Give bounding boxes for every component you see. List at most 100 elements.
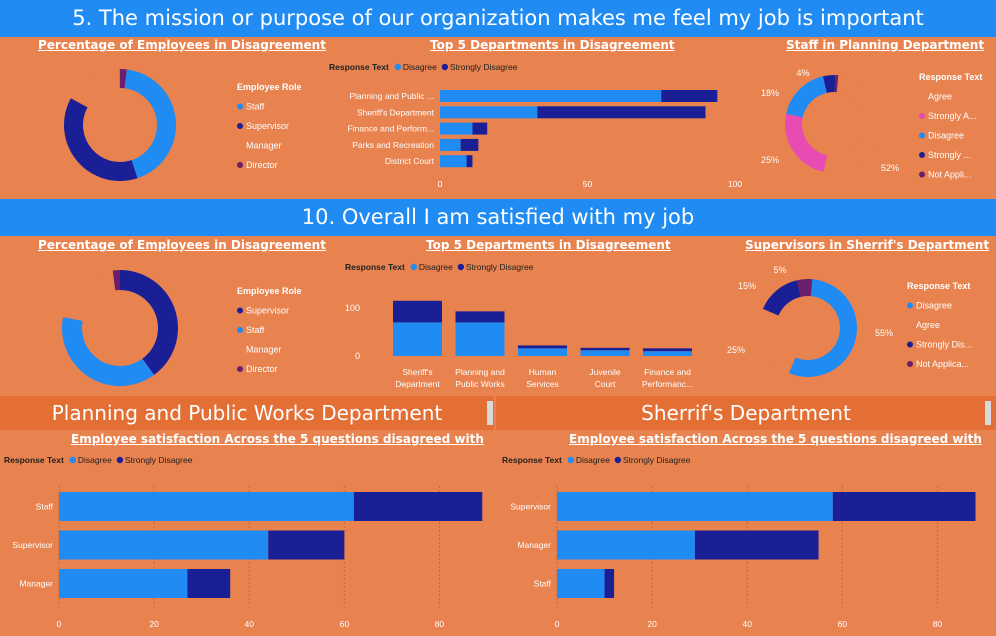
legend-item: Strongly Disagree (125, 455, 193, 465)
donut-data-label: 15% (738, 281, 756, 291)
legend-marker (919, 113, 925, 119)
bar-segment (460, 138, 479, 151)
bar-segment (466, 155, 473, 168)
sheriff-scrollbar[interactable] (985, 401, 991, 425)
section2-title: 10. Overall I am satisfied with my job (301, 205, 695, 229)
legend-item: Agree (916, 320, 940, 330)
donut-data-label: 5% (773, 265, 786, 275)
bar-segment (455, 311, 505, 323)
legend-marker (907, 322, 913, 328)
bar-segment (661, 90, 718, 102)
donut-slice (822, 74, 836, 93)
tick-label: 100 (345, 303, 360, 313)
donut-slice (70, 69, 120, 108)
legend-marker (907, 302, 913, 309)
donut-data-label: 25% (761, 155, 779, 165)
legend-title: Employee Role (237, 82, 302, 92)
legend-item: Manager (246, 141, 282, 151)
ppw-header-label: Planning and Public Works Department (51, 401, 443, 425)
category-label: Juvenile (589, 367, 620, 377)
legend-item: Director (246, 364, 278, 374)
legend-title: Response Text (919, 72, 982, 82)
category-label: Manager (19, 579, 53, 589)
q10-sheriff-title: Supervisors in Sherrif's Department (745, 238, 990, 252)
legend-marker (907, 341, 913, 348)
bar-segment (455, 322, 505, 356)
category-label: Staff (534, 579, 552, 589)
sheriff-header-label: Sherrif's Department (641, 401, 851, 425)
q5-role-title: Percentage of Employees in Disagreement (38, 38, 326, 52)
q10-dept-title: Top 5 Departments in Disagreement (426, 238, 671, 252)
legend-marker (410, 263, 418, 271)
ppw-scrollbar[interactable] (487, 401, 493, 425)
tick-label: 60 (340, 619, 350, 629)
tick-label: 0 (555, 619, 560, 629)
category-label: Human (529, 367, 557, 377)
donut-slice (119, 69, 127, 89)
section1-title: 5. The mission or purpose of our organiz… (72, 6, 924, 30)
donut-slice (63, 270, 116, 321)
legend-marker (237, 103, 243, 110)
donut-slice (63, 98, 138, 181)
tick-label: 20 (647, 619, 657, 629)
bar-segment (643, 348, 692, 352)
bar-segment (580, 350, 630, 356)
section2-banner: 10. Overall I am satisfied with my job (0, 199, 996, 236)
legend-title: Response Text (502, 455, 562, 465)
donut-data-label: 25% (727, 345, 745, 355)
category-label: Public Works (455, 379, 504, 389)
donut-slice (120, 270, 178, 375)
q10-role-title: Percentage of Employees in Disagreement (38, 238, 326, 252)
legend-title: Employee Role (237, 286, 302, 296)
legend-item: Strongly Disagree (466, 262, 534, 272)
legend-item: Staff (246, 325, 265, 335)
category-label: Supervisor (510, 502, 551, 512)
category-label: Planning and (455, 367, 505, 377)
tick-label: 100 (728, 179, 742, 189)
legend-item: Disagree (576, 455, 610, 465)
category-label: Manager (517, 540, 551, 550)
category-label: Planning and Public ... (349, 91, 434, 101)
category-label: Performanc... (642, 379, 693, 389)
donut-slice (759, 308, 796, 374)
legend-item: Strongly Dis... (916, 340, 972, 350)
donut-data-label: 4% (796, 68, 809, 78)
bar-segment (187, 569, 231, 598)
category-label: Finance and (644, 367, 691, 377)
legend-item: Manager (246, 345, 282, 355)
section1-banner: 5. The mission or purpose of our organiz… (0, 0, 996, 37)
sheriff-chart-title: Employee satisfaction Across the 5 quest… (569, 432, 982, 446)
legend-marker (394, 63, 402, 71)
legend-item: Not Appli... (928, 170, 972, 180)
legend-item: Disagree (916, 301, 952, 311)
bar-segment (440, 106, 538, 119)
tick-label: 0 (438, 179, 443, 189)
category-label: Finance and Perform... (348, 124, 434, 134)
legend-marker (919, 171, 925, 178)
tick-label: 50 (583, 179, 593, 189)
legend-marker (237, 307, 243, 314)
q5-planning-title: Staff in Planning Department (786, 38, 985, 52)
donut-slice (62, 317, 155, 386)
legend-title: Response Text (329, 62, 389, 72)
category-label: Court (595, 379, 616, 389)
bar-segment (832, 492, 976, 521)
bar-segment (557, 530, 695, 560)
bar-segment (268, 530, 345, 560)
bar-segment (557, 569, 605, 598)
legend-item: Strongly Disagree (450, 62, 518, 72)
bar-segment (59, 569, 188, 598)
legend-marker (441, 63, 449, 71)
ppw-header: Planning and Public Works Department (0, 396, 494, 430)
category-label: Sheriff's Department (357, 107, 435, 117)
category-label: Sheriff's (402, 367, 432, 377)
donut-slice (124, 69, 177, 179)
donut-slice (762, 280, 801, 316)
